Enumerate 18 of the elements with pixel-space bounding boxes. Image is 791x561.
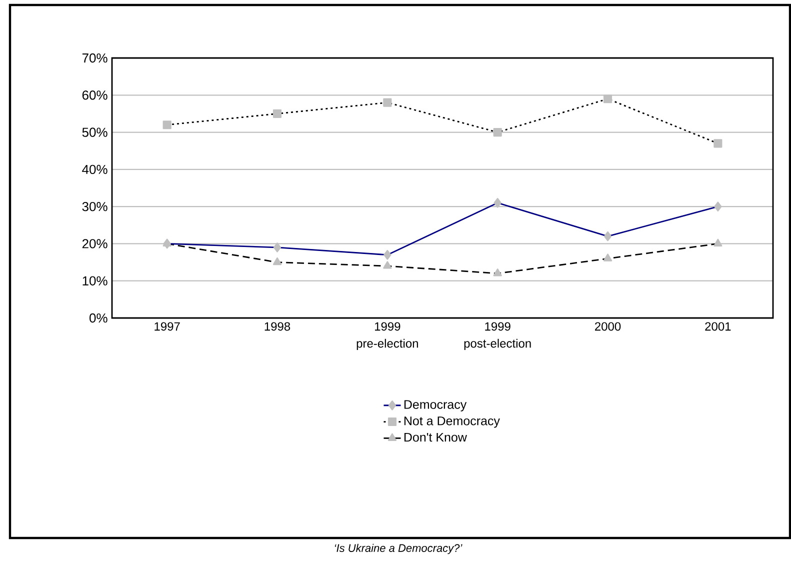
y-tick-label: 40% bbox=[82, 164, 108, 174]
x-tick-label: 2000 bbox=[595, 322, 621, 331]
legend-label: Don't Know bbox=[404, 432, 467, 442]
y-tick-label: 20% bbox=[82, 239, 108, 248]
y-tick-label: 50% bbox=[82, 128, 108, 137]
y-tick-label: 10% bbox=[82, 276, 108, 286]
x-tick-label: 1998 bbox=[264, 322, 290, 331]
x-tick-label: 1999 pre-election bbox=[356, 322, 418, 350]
y-tick-label: 70% bbox=[82, 53, 108, 63]
legend-label: Democracy bbox=[404, 400, 467, 412]
y-tick-label: 30% bbox=[82, 202, 108, 212]
y-tick-label: 60% bbox=[82, 90, 108, 100]
legend-label: Not a Democracy bbox=[404, 416, 500, 428]
x-tick-label: 1997 bbox=[154, 322, 180, 331]
text: ‘Is Ukraine a Democracy?’ bbox=[334, 544, 462, 554]
x-tick-label: 2001 bbox=[705, 322, 731, 331]
x-tick-label: 1999 post-election bbox=[464, 322, 531, 350]
y-tick-label: 0% bbox=[90, 313, 108, 323]
